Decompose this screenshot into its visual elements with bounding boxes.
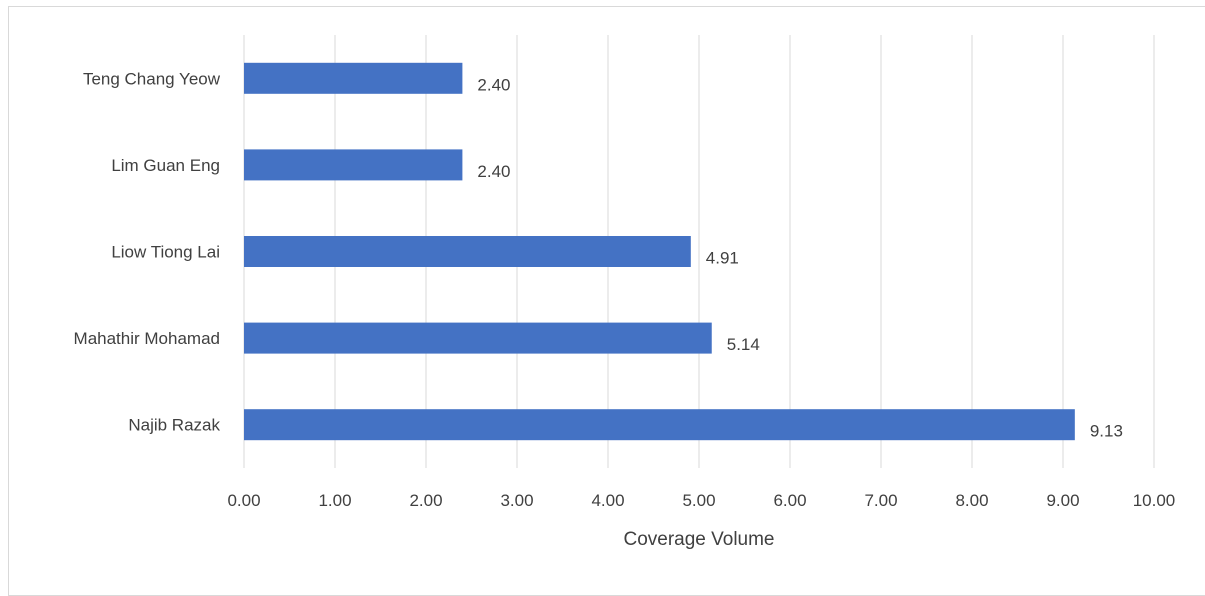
x-tick-label: 7.00: [864, 491, 897, 510]
x-tick-label: 9.00: [1046, 491, 1079, 510]
data-label: 5.14: [727, 335, 760, 354]
data-label: 4.91: [706, 249, 739, 268]
x-tick-label: 1.00: [318, 491, 351, 510]
bars: [244, 62, 1075, 441]
bar: [244, 409, 1075, 441]
category-labels: Teng Chang Yeow Lim Guan Eng Liow Tiong La…: [74, 69, 221, 434]
x-tick-label: 10.00: [1133, 491, 1176, 510]
chart-frame: [8, 6, 1205, 596]
data-label: 9.13: [1090, 422, 1123, 441]
x-tick-label: 8.00: [955, 491, 988, 510]
x-tick-label: 0.00: [227, 491, 260, 510]
bar: [244, 322, 712, 354]
bar: [244, 236, 691, 267]
category-label: Teng Chang Yeow: [83, 69, 221, 88]
bar: [244, 62, 463, 94]
data-labels: 2.40 2.40 4.91 5.14 9.13: [477, 75, 1123, 440]
category-label: Mahathir Mohamad: [74, 329, 220, 348]
x-tick-label: 3.00: [500, 491, 533, 510]
x-axis-title: Coverage Volume: [623, 529, 774, 550]
x-tick-label: 4.00: [591, 491, 624, 510]
data-label: 2.40: [477, 162, 510, 181]
x-tick-label: 5.00: [682, 491, 715, 510]
category-label: Lim Guan Eng: [111, 156, 220, 175]
category-label: Liow Tiong Lai: [111, 243, 220, 262]
bar: [244, 149, 463, 181]
bar-chart: Teng Chang Yeow Lim Guan Eng Liow Tiong La…: [74, 35, 1175, 550]
data-label: 2.40: [477, 75, 510, 94]
x-tick-label: 2.00: [409, 491, 442, 510]
x-tick-labels: 0.00 1.00 2.00 3.00 4.00 5.00 6.00 7.00 8.00 9.00…: [227, 491, 1175, 510]
category-label: Najib Razak: [128, 416, 220, 435]
x-tick-label: 6.00: [773, 491, 806, 510]
